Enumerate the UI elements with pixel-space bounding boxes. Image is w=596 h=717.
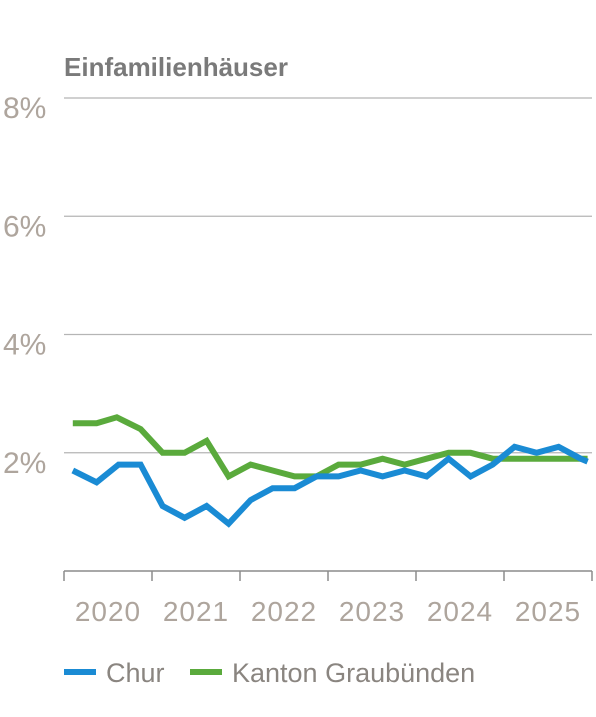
legend-label-kanton-graub-nden: Kanton Graubünden [232, 658, 475, 688]
y-tick-label: 2% [3, 447, 46, 480]
y-tick-label: 4% [3, 329, 46, 362]
series-line-chur [71, 443, 589, 528]
x-axis: 2020 2021 2022 2023 2024 2025 [63, 570, 593, 627]
x-tick-label: 2022 [251, 596, 317, 627]
x-tick-label: 2023 [339, 596, 405, 627]
legend-label-chur: Chur [106, 658, 165, 688]
y-tick-label: 6% [3, 210, 46, 243]
series-lines [71, 414, 589, 528]
y-axis-ticks: 2% 4% 6% 8% [3, 92, 46, 480]
x-tick-label: 2024 [427, 596, 493, 627]
x-tick-label: 2021 [163, 596, 229, 627]
y-tick-label: 8% [3, 92, 46, 125]
x-tick-label: 2025 [515, 596, 581, 627]
gridlines [64, 97, 592, 454]
series-line-kanton-graub-nden [72, 414, 588, 481]
x-tick-label: 2020 [75, 596, 141, 627]
chart-title: Einfamilienhäuser [64, 52, 288, 82]
legend: Chur Kanton Graubünden [64, 658, 475, 688]
